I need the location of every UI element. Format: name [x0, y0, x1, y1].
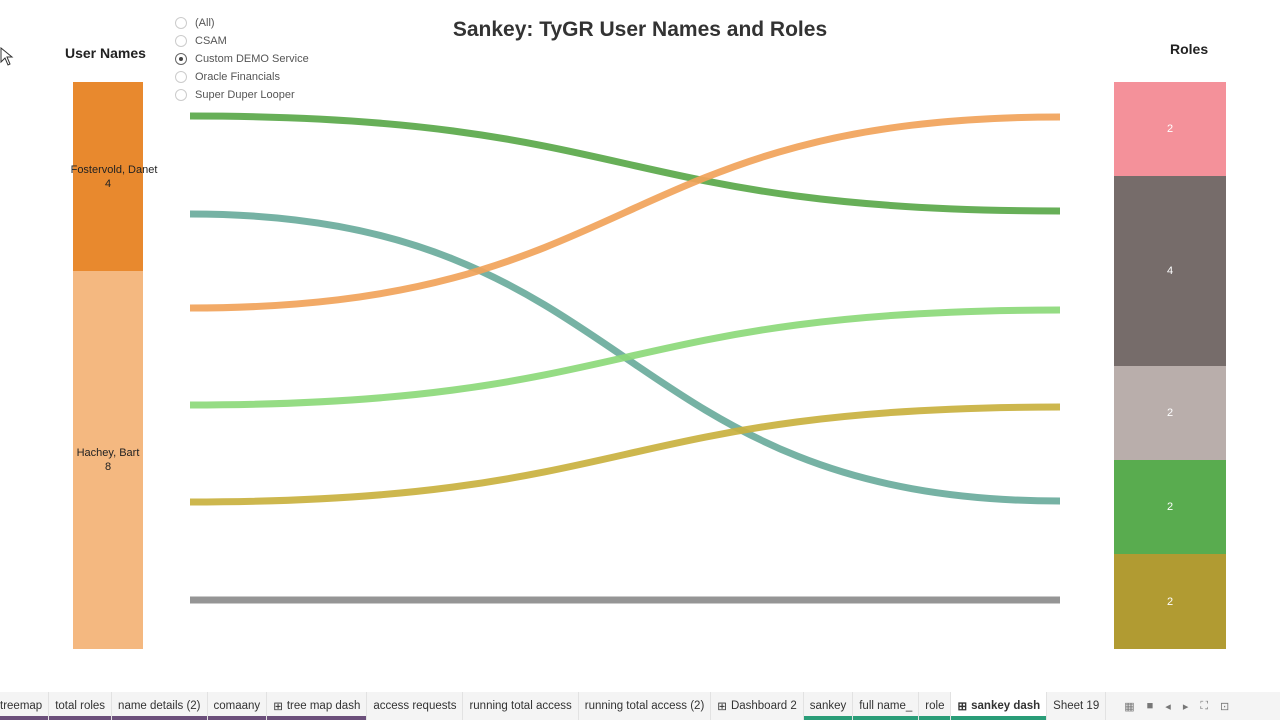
sheet-tab[interactable]: running total access	[463, 692, 579, 720]
role-count-label: 2	[1166, 501, 1174, 513]
tab-group-underline	[919, 716, 951, 720]
tab-label: total roles	[55, 700, 106, 712]
sheet-tab[interactable]: treemap	[0, 692, 50, 720]
tab-label: Dashboard 2	[730, 700, 797, 712]
role-count-label: 2	[1166, 595, 1174, 608]
tab-group-underline	[803, 716, 853, 720]
filter-option-label: (All)	[195, 17, 215, 29]
sheet-tab[interactable]: Sheet 19	[1047, 692, 1107, 720]
flow-path[interactable]	[189, 403, 1061, 506]
user-bar-fostervold[interactable]: Fostervold, Danet 4	[71, 82, 157, 271]
sheet-tab[interactable]: access requests	[367, 692, 464, 720]
tab-label: running total access	[469, 700, 572, 712]
tab-controls: ▦ ■ ◂ ▸ ⛶ ⊡	[1124, 692, 1229, 720]
tab-label: sankey dash	[971, 700, 1041, 712]
filter-option-label: Custom DEMO Service	[195, 53, 309, 65]
show-filmstrip-icon[interactable]: ▦	[1124, 700, 1135, 713]
role-count-label: 2	[1166, 123, 1174, 135]
filter-option-label: Oracle Financials	[195, 71, 280, 83]
tab-group-underline	[267, 716, 367, 720]
role-bar[interactable]: 2	[1114, 460, 1226, 554]
tab-label: running total access (2)	[584, 700, 705, 712]
sheet-tab[interactable]: role	[919, 692, 952, 720]
flow-path[interactable]	[189, 112, 1061, 215]
application-filter: (All) CSAM Custom DEMO Service Oracle Finan…	[175, 14, 309, 104]
sheet-tab[interactable]: total roles	[49, 692, 113, 720]
flow-path[interactable]	[189, 113, 1061, 312]
tab-label: Sheet 19	[1053, 700, 1100, 712]
tab-label: treemap	[0, 700, 43, 712]
tab-group-underline	[0, 716, 49, 720]
user-name-label: Hachey, Bart	[76, 447, 140, 459]
tab-group-underline	[951, 716, 1047, 720]
sheet-tab-bar: treemap total roles name details (2) comaan…	[0, 692, 1280, 720]
tab-label: role	[925, 700, 945, 712]
user-names-header: User Names	[65, 45, 146, 61]
user-count-label: 8	[104, 461, 112, 473]
radio-icon[interactable]	[175, 89, 187, 101]
tab-label: full name_	[859, 700, 913, 712]
role-bar[interactable]: 4	[1114, 176, 1226, 366]
scroll-left-icon[interactable]: ◂	[1165, 700, 1171, 713]
sheet-tab[interactable]: full name_	[853, 692, 920, 720]
tab-label: access requests	[373, 700, 457, 712]
filter-option[interactable]: CSAM	[175, 32, 309, 50]
filter-option-label: CSAM	[195, 35, 227, 47]
filter-option[interactable]: (All)	[175, 14, 309, 32]
radio-icon[interactable]	[175, 71, 187, 83]
sheet-tab[interactable]: ⊞ sankey dash	[951, 692, 1048, 720]
user-name-label: Fostervold, Danet	[70, 163, 158, 176]
radio-icon[interactable]	[175, 17, 187, 29]
fullscreen-icon[interactable]: ⛶	[1200, 699, 1209, 712]
scroll-right-icon[interactable]: ▸	[1182, 700, 1189, 713]
dashboard-icon: ⊞	[717, 701, 727, 713]
tab-label: comaany	[213, 700, 261, 712]
sheet-tab[interactable]: ⊞ tree map dash	[267, 692, 368, 720]
tab-label: tree map dash	[286, 700, 361, 712]
show-tabs-icon[interactable]: ■	[1146, 700, 1154, 712]
role-bar[interactable]: 2	[1114, 82, 1226, 176]
role-count-label: 4	[1166, 265, 1174, 277]
role-count-label: 2	[1166, 407, 1174, 419]
radio-icon[interactable]	[175, 35, 187, 47]
filter-option[interactable]: Oracle Financials	[175, 68, 309, 86]
tab-group-underline	[853, 716, 919, 720]
radio-icon[interactable]	[175, 53, 187, 65]
dashboard-title: Sankey: TyGR User Names and Roles	[452, 18, 828, 41]
sheet-tab[interactable]: comaany	[207, 692, 268, 720]
filter-option[interactable]: Super Duper Looper	[175, 86, 309, 104]
dashboard-icon: ⊞	[273, 701, 283, 713]
roles-header: Roles	[1170, 41, 1209, 57]
filter-option-label: Super Duper Looper	[195, 89, 295, 101]
tab-group-underline	[112, 716, 207, 720]
tab-label: sankey	[809, 700, 847, 712]
sheet-tab[interactable]: running total access (2)	[579, 692, 712, 720]
tab-group-underline	[207, 716, 267, 720]
flow-path[interactable]	[189, 306, 1061, 409]
user-count-label: 4	[104, 177, 112, 190]
role-bar[interactable]: 2	[1114, 366, 1226, 460]
role-bar[interactable]: 2	[1114, 554, 1226, 649]
user-bar-hachey[interactable]: Hachey, Bart 8	[73, 271, 143, 649]
sheet-tab[interactable]: name details (2)	[112, 692, 208, 720]
sankey-flows	[189, 112, 1061, 604]
sheet-tab[interactable]: ⊞ Dashboard 2	[711, 692, 804, 720]
dashboard-icon: ⊞	[957, 701, 968, 713]
presentation-icon[interactable]: ⊡	[1220, 700, 1230, 713]
tab-label: name details (2)	[118, 700, 201, 712]
tab-group-underline	[49, 716, 112, 720]
filter-option[interactable]: Custom DEMO Service	[175, 50, 309, 68]
sheet-tab[interactable]: sankey	[803, 692, 854, 720]
mouse-cursor-icon	[0, 47, 14, 66]
